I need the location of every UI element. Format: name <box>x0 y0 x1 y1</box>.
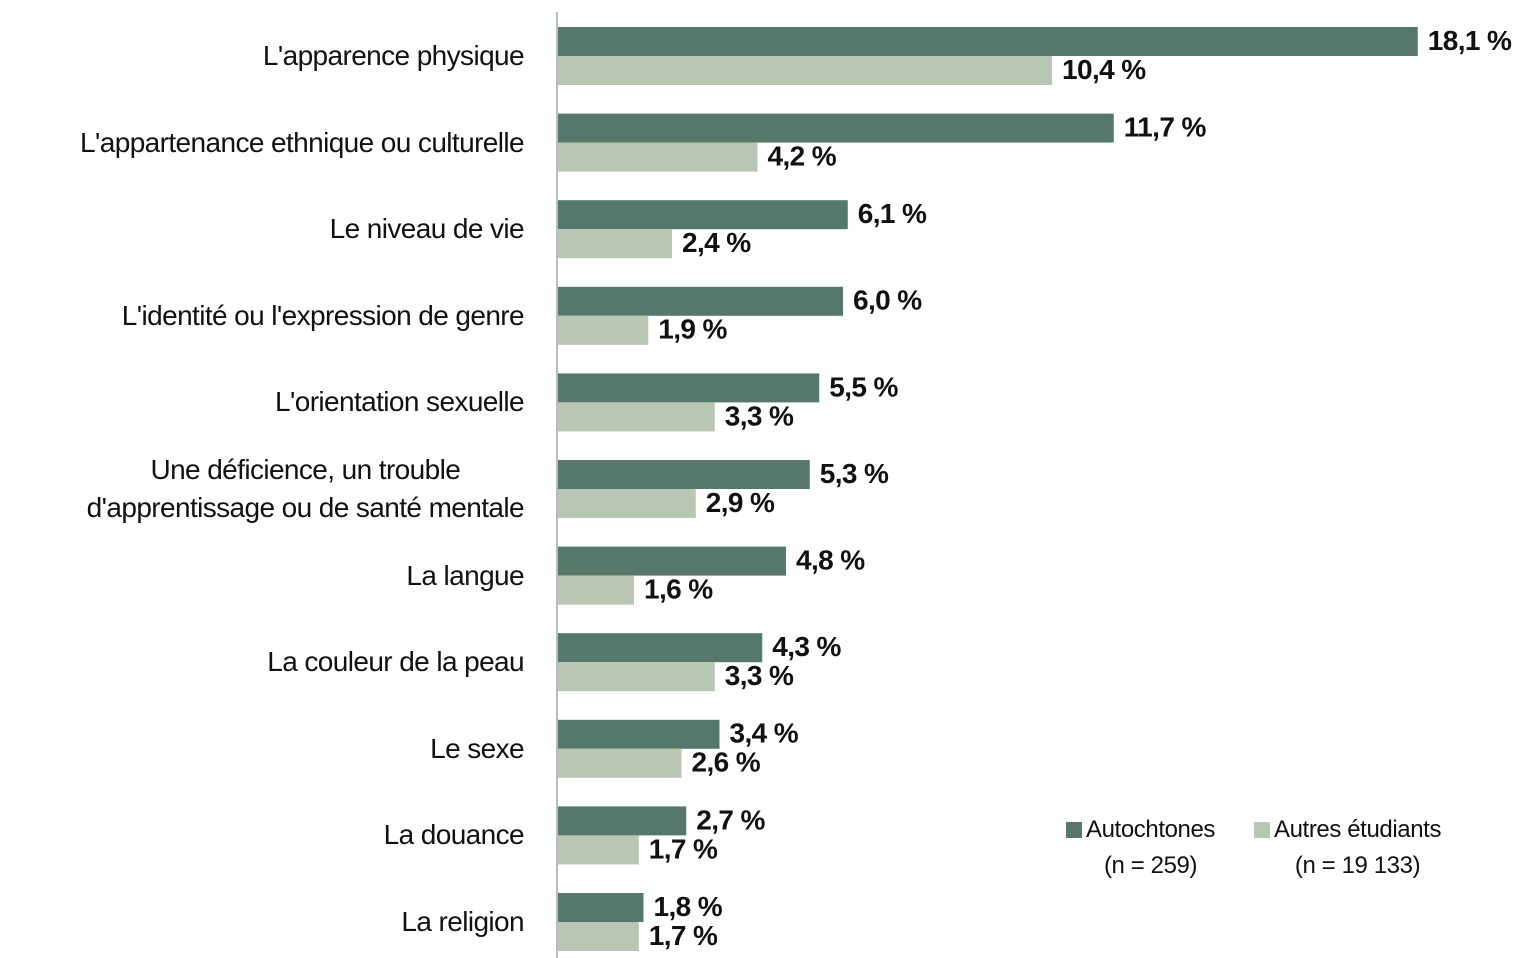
category-label: L'apparence physique <box>262 40 525 71</box>
bar <box>558 113 1114 143</box>
bar <box>558 460 810 489</box>
bar <box>558 748 682 778</box>
category-label: Le sexe <box>430 732 524 764</box>
value-label: 3,4 % <box>730 718 799 749</box>
bar <box>558 835 639 865</box>
value-label: 2,9 % <box>706 487 775 518</box>
category-label: Le niveau de vie <box>329 213 525 245</box>
bar <box>558 142 758 172</box>
bar <box>558 489 696 518</box>
legend-swatch <box>1066 822 1082 838</box>
value-label: 4,3 % <box>772 631 841 662</box>
value-label: 1,9 % <box>658 314 727 345</box>
category-label: L'appartenance ethnique ou culturelle <box>80 126 525 158</box>
bar <box>558 27 1418 56</box>
value-label: 4,2 % <box>768 140 837 171</box>
value-label: 11,7 % <box>1124 111 1207 142</box>
bar <box>558 719 720 749</box>
value-label: 1,7 % <box>649 920 718 951</box>
category-label: La douance <box>383 819 525 851</box>
category-label: La langue <box>406 559 524 591</box>
value-label: 2,4 % <box>682 227 751 258</box>
value-label: 5,3 % <box>820 458 889 489</box>
legend-label: Autres étudiants (n = 19 133) <box>1274 816 1442 879</box>
category-label: L'orientation sexuelle <box>275 386 525 418</box>
legend-label: Autochtones (n = 259) <box>1086 816 1216 879</box>
bar <box>558 893 644 922</box>
value-label: 1,8 % <box>654 891 723 922</box>
value-label: 6,1 % <box>858 198 927 229</box>
bar <box>558 402 715 432</box>
bar <box>558 546 786 576</box>
value-label: 1,7 % <box>649 833 718 864</box>
value-label: 5,5 % <box>829 371 898 402</box>
value-label: 18,1 % <box>1428 25 1512 56</box>
category-label: L'identité ou l'expression de genre <box>121 299 525 331</box>
value-label: 2,7 % <box>696 804 765 835</box>
bar <box>558 229 672 259</box>
value-label: 6,0 % <box>853 285 922 316</box>
bar <box>558 315 649 345</box>
value-label: 3,3 % <box>725 660 794 691</box>
bar <box>558 373 820 403</box>
bar <box>558 806 687 836</box>
value-label: 3,3 % <box>725 400 794 431</box>
legend-swatch <box>1254 822 1270 838</box>
category-label: La couleur de la peau <box>267 646 524 678</box>
bar <box>558 662 715 692</box>
category-label: Une déficience, un trouble d'apprentissa… <box>86 454 525 523</box>
category-label: La religion <box>401 906 524 937</box>
bar <box>558 633 763 663</box>
value-label: 2,6 % <box>692 747 761 778</box>
bar <box>558 56 1052 85</box>
value-label: 10,4 % <box>1062 54 1146 85</box>
bar <box>558 922 639 951</box>
value-label: 1,6 % <box>644 573 713 604</box>
bar <box>558 200 848 230</box>
bar <box>558 575 634 605</box>
value-label: 4,8 % <box>796 544 865 575</box>
bar <box>558 286 843 316</box>
